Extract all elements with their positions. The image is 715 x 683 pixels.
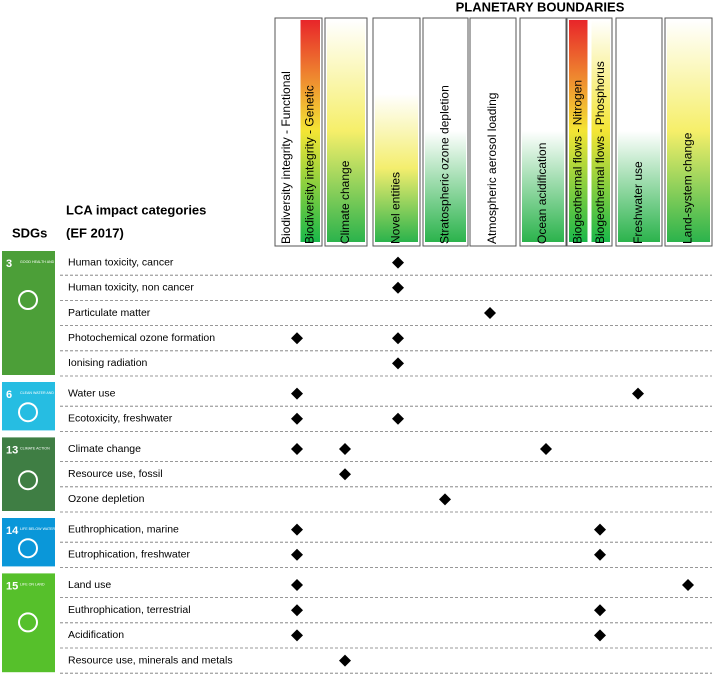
- link-diamond: [392, 281, 404, 294]
- sdg-number: 15: [6, 580, 18, 592]
- column-header-band: [522, 20, 564, 242]
- sdg-icon: [18, 470, 38, 491]
- column-header-box: [566, 17, 613, 247]
- sdg-icon: [18, 538, 38, 559]
- link-diamond: [291, 604, 303, 617]
- link-diamond: [484, 307, 496, 319]
- row-label: Euthrophication, marine: [68, 523, 179, 535]
- sdg-icon: [18, 290, 38, 310]
- column-header: Stratospheric ozone depletion: [438, 85, 452, 244]
- column-header: Biodiversity integrity - Genetic: [302, 85, 316, 244]
- row-label: Resource use, fossil: [68, 468, 163, 480]
- column-header-box: [372, 17, 421, 247]
- sdg-number: 3: [6, 258, 12, 270]
- link-diamond: [439, 493, 451, 506]
- column-header-band: [618, 20, 660, 242]
- row-label: Land use: [68, 579, 111, 591]
- link-diamond: [291, 412, 303, 425]
- link-diamond: [632, 387, 644, 400]
- column-header-band: [472, 20, 514, 242]
- link-diamond: [540, 443, 552, 455]
- sdg-block: [2, 573, 55, 673]
- link-diamond: [339, 443, 351, 455]
- lca-heading: (EF 2017): [66, 225, 124, 240]
- column-header-band: [327, 20, 365, 242]
- column-header-band: [591, 20, 610, 242]
- column-header-band: [667, 20, 710, 242]
- sdg-block: [2, 437, 55, 511]
- sdg-number: 14: [6, 525, 19, 537]
- sdg-number: 13: [6, 444, 18, 456]
- link-diamond: [291, 579, 303, 591]
- column-header-band: [300, 20, 320, 242]
- link-diamond: [594, 629, 606, 642]
- column-header-box: [324, 17, 368, 247]
- column-header-box: [519, 17, 567, 247]
- row-label: Human toxicity, cancer: [68, 256, 174, 268]
- link-diamond: [392, 412, 404, 425]
- lca-heading: LCA impact categories: [66, 202, 206, 217]
- column-header: Novel entities: [389, 172, 403, 244]
- link-diamond: [291, 523, 303, 536]
- link-diamond: [392, 332, 404, 345]
- column-header-box: [664, 17, 713, 247]
- column-header-box: [615, 17, 663, 247]
- column-header-band: [277, 20, 297, 242]
- sdg-block: [2, 382, 55, 431]
- column-header: Biogeothermal flows - Nitrogen: [570, 80, 584, 244]
- link-diamond: [682, 579, 694, 591]
- title: PLANETARY BOUNDARIES: [456, 0, 625, 14]
- row-label: Photochemical ozone formation: [68, 332, 215, 344]
- link-diamond: [291, 629, 303, 642]
- row-label: Climate change: [68, 443, 141, 455]
- column-header-band: [569, 20, 588, 242]
- row-label: Particulate matter: [68, 307, 151, 319]
- column-header: Freshwater use: [631, 161, 645, 244]
- sdg-name: CLEAN WATER AND SANITATION: [20, 391, 76, 395]
- sdg-block: [2, 518, 55, 567]
- column-header: Climate change: [338, 160, 352, 244]
- row-label: Ionising radiation: [68, 357, 148, 369]
- column-header-box: [422, 17, 469, 247]
- row-label: Acidification: [68, 629, 124, 641]
- column-header: Atmospheric aerosol loading: [485, 93, 499, 244]
- sdg-name: LIFE ON LAND: [20, 582, 45, 586]
- link-diamond: [339, 468, 351, 481]
- row-label: Eutrophication, freshwater: [68, 549, 190, 561]
- link-diamond: [291, 443, 303, 455]
- link-diamond: [291, 548, 303, 561]
- sdg-number: 6: [6, 389, 12, 401]
- sdg-block: [2, 251, 55, 375]
- link-diamond: [392, 256, 404, 269]
- link-diamond: [392, 357, 404, 370]
- sdg-heading: SDGs: [12, 225, 47, 240]
- sdg-name: CLIMATE ACTION: [20, 446, 50, 450]
- row-label: Euthrophication, terrestrial: [68, 604, 191, 616]
- column-header-band: [425, 20, 466, 242]
- link-diamond: [291, 332, 303, 345]
- row-label: Resource use, minerals and metals: [68, 654, 233, 666]
- row-label: Ozone depletion: [68, 493, 145, 505]
- link-diamond: [594, 604, 606, 617]
- column-header: Land-system change: [681, 132, 695, 244]
- link-diamond: [339, 654, 351, 667]
- column-header-box: [469, 17, 517, 247]
- column-header-band: [375, 20, 418, 242]
- link-diamond: [594, 548, 606, 561]
- sdg-name: GOOD HEALTH AND WELL-BEING: [20, 260, 78, 264]
- sdg-name: LIFE BELOW WATER: [20, 527, 56, 531]
- row-label: Ecotoxicity, freshwater: [68, 413, 173, 425]
- column-header: Ocean acidification: [535, 143, 549, 244]
- row-label: Human toxicity, non cancer: [68, 282, 194, 294]
- column-header: Biogeothermal flows - Phosphorus: [593, 61, 607, 244]
- row-label: Water use: [68, 387, 116, 399]
- column-header-box: [274, 17, 323, 247]
- column-header: Biodiversity integrity - Functional: [279, 71, 293, 244]
- sdg-icon: [18, 402, 38, 423]
- link-diamond: [291, 387, 303, 400]
- sdg-icon: [18, 612, 38, 633]
- link-diamond: [594, 523, 606, 536]
